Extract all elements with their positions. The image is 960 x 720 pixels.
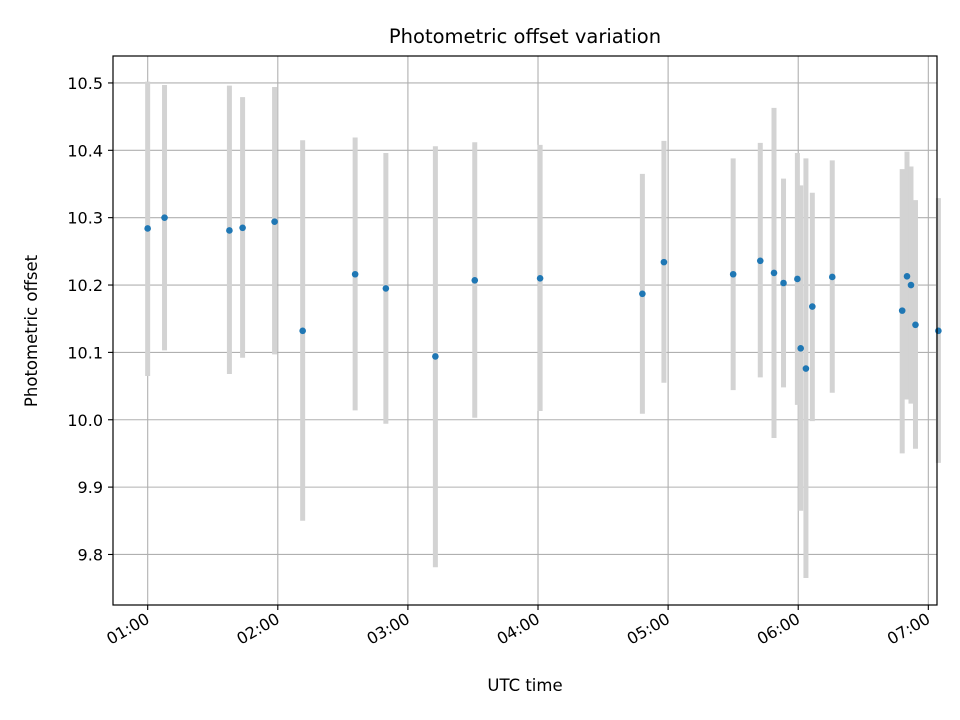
- data-point: [756, 257, 764, 265]
- y-tick-label: 10.0: [67, 411, 103, 430]
- data-point: [144, 225, 151, 232]
- y-tick-label: 9.9: [78, 478, 103, 497]
- data-point: [770, 269, 778, 277]
- data-point: [226, 227, 233, 234]
- y-tick-label: 10.3: [67, 209, 103, 228]
- y-tick-label: 10.1: [67, 343, 103, 362]
- plot-frame: [112, 55, 938, 606]
- data-point: [797, 345, 804, 352]
- data-point: [912, 321, 919, 329]
- data-point: [239, 224, 246, 232]
- data-point: [351, 270, 359, 278]
- data-point: [432, 353, 439, 360]
- data-point: [382, 285, 390, 292]
- x-axis-label: UTC time: [487, 676, 562, 695]
- y-tick-label: 10.5: [67, 74, 103, 93]
- data-point: [729, 270, 737, 278]
- data-points: [144, 214, 942, 372]
- data-point: [660, 258, 668, 266]
- y-tick-label: 10.4: [67, 141, 103, 160]
- y-tick-label: 9.8: [78, 545, 103, 564]
- data-point: [828, 273, 836, 281]
- data-point: [780, 279, 787, 287]
- data-point: [536, 274, 544, 282]
- y-tick-label: 10.2: [67, 276, 103, 295]
- data-point: [935, 327, 942, 335]
- data-point: [471, 277, 479, 284]
- chart-title: Photometric offset variation: [389, 25, 661, 48]
- data-point: [639, 290, 646, 298]
- data-point: [802, 365, 810, 372]
- data-point: [299, 327, 306, 335]
- y-axis-label: Photometric offset: [22, 254, 41, 407]
- data-point: [907, 281, 915, 289]
- data-point: [809, 303, 816, 310]
- y-axis: 9.8 9.9 10.0 10.1 10.2 10.3 10.4 10.5: [67, 74, 113, 564]
- data-point: [898, 307, 906, 314]
- data-point: [271, 218, 278, 226]
- data-point: [161, 214, 168, 221]
- data-point: [903, 272, 911, 280]
- data-point: [794, 275, 801, 283]
